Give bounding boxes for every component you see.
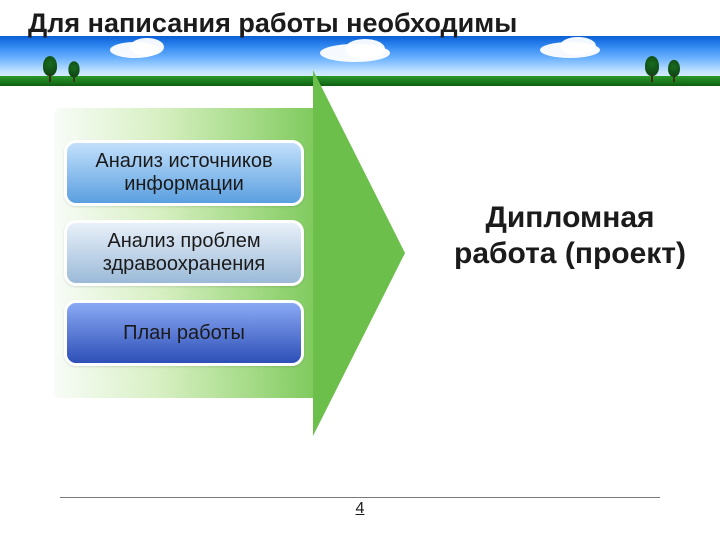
- cloud-icon: [130, 38, 164, 56]
- footer-divider: [60, 497, 660, 498]
- process-arrow: Анализ источников информации Анализ пробл…: [54, 108, 406, 398]
- result-text: Дипломная работа (проект): [440, 200, 700, 272]
- process-pill-2: Анализ проблем здравоохранения: [64, 220, 304, 286]
- cloud-icon: [345, 39, 385, 59]
- process-pill-1: Анализ источников информации: [64, 140, 304, 206]
- slide: Для написания работы необходимы Анализ и…: [0, 0, 720, 540]
- cloud-icon: [560, 37, 596, 55]
- page-number: 4: [0, 500, 720, 518]
- slide-title: Для написания работы необходимы: [28, 8, 517, 39]
- pill-label: План работы: [123, 322, 245, 345]
- process-pill-3: План работы: [64, 300, 304, 366]
- pill-label: Анализ проблем здравоохранения: [67, 230, 301, 276]
- arrow-head-icon: [313, 70, 405, 436]
- pill-label: Анализ источников информации: [67, 150, 301, 196]
